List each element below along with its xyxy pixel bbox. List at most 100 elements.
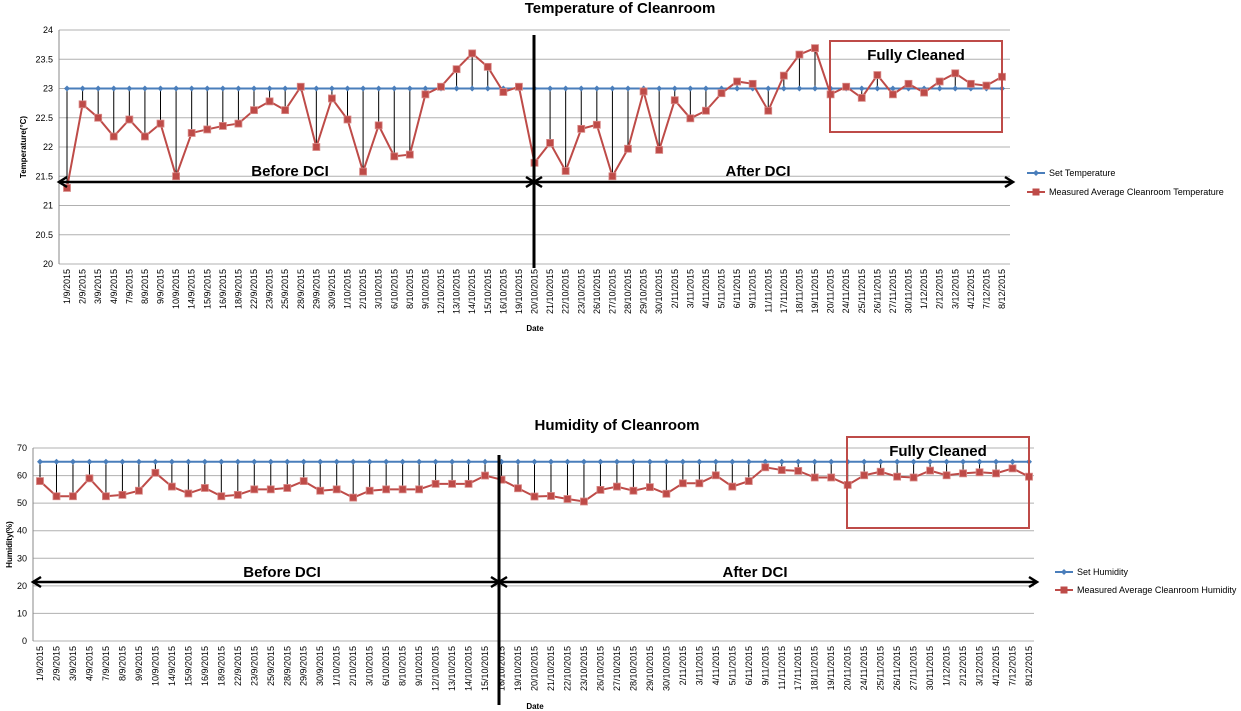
temperature-measured-point [515,82,523,91]
temperature-measured-point [655,146,664,154]
temperature-measured-point [686,114,695,123]
temperature-measured-point [109,132,118,141]
temperature-measured-point [624,144,632,153]
temperature-x-tick-label: 3/11/2015 [685,269,695,308]
humidity-x-tick-label: 5/11/2015 [727,646,737,685]
humidity-x-tick-label: 12/10/2015 [431,646,441,691]
humidity-set-point [119,458,126,465]
temperature-measured-point [982,81,991,90]
humidity-set-point [251,458,258,465]
humidity-measured-point [332,485,341,494]
temperature-measured-point [156,119,165,128]
humidity-chart-title: Humidity of Cleanroom [534,417,699,434]
temperature-x-tick-label: 2/12/2015 [935,269,945,309]
humidity-set-point [366,458,373,465]
temperature-x-tick-label: 22/10/2015 [561,269,571,314]
humidity-x-tick-label: 3/10/2015 [365,646,375,686]
temperature-measured-point [966,79,975,88]
humidity-set-point [317,458,324,465]
temperature-before-dci-label: Before DCI [251,163,329,180]
humidity-x-tick-label: 2/10/2015 [348,646,358,686]
humidity-measured-point [250,485,259,494]
temperature-set-point [547,85,554,92]
temperature-measured-point [920,88,928,97]
temperature-x-tick-label: 23/10/2015 [576,269,586,314]
temperature-set-point [578,85,585,92]
humidity-set-point [185,458,192,465]
temperature-measured-point [499,88,508,96]
humidity-set-point [696,458,703,465]
temperature-y-tick-label: 20 [43,259,53,269]
temperature-set-point [282,85,289,92]
humidity-measured-point [118,490,127,499]
humidity-set-point [630,458,637,465]
temperature-y-tick-label: 22 [43,142,53,152]
temperature-x-tick-label: 17/11/2015 [779,269,789,313]
humidity-x-tick-label: 19/11/2015 [826,646,836,690]
humidity-x-tick-label: 21/10/2015 [546,646,556,691]
temperature-set-point [219,85,226,92]
humidity-x-tick-label: 2/12/2015 [958,646,968,686]
humidity-measured-point [959,469,967,478]
temperature-set-point [188,85,195,92]
temperature-measured-point [421,90,430,99]
humidity-x-tick-label: 22/10/2015 [562,646,572,691]
temperature-y-tick-label: 22.5 [35,113,53,123]
humidity-x-tick-label: 28/9/2015 [282,646,292,686]
temperature-measured-point [764,106,773,115]
humidity-x-tick-label: 16/9/2015 [200,646,210,686]
temperature-x-tick-label: 26/11/2015 [872,269,882,313]
humidity-measured-point [69,492,77,501]
temperature-x-tick-label: 16/9/2015 [218,269,228,309]
temperature-x-tick-label: 18/9/2015 [233,269,243,309]
temperature-x-tick-label: 26/10/2015 [592,269,602,314]
temperature-measured-point [779,71,788,80]
humidity-set-point [597,458,604,465]
temperature-x-tick-label: 22/9/2015 [249,269,259,309]
humidity-x-tick-label: 27/11/2015 [909,646,919,690]
temperature-x-tick-label: 18/11/2015 [794,269,804,313]
humidity-set-point [795,458,802,465]
temperature-measured-point [904,79,913,88]
temperature-set-point [469,85,476,92]
temperature-measured-point [889,90,897,99]
temperature-measured-point [203,125,212,134]
humidity-measured-point [415,485,424,494]
temperature-set-point [375,85,382,92]
humidity-set-point [135,458,142,465]
temperature-set-point [796,85,803,92]
humidity-arrowhead [496,575,508,589]
humidity-x-tick-label: 2/11/2015 [678,646,688,685]
temperature-arrowhead [1004,175,1016,189]
humidity-x-tick-label: 11/11/2015 [777,646,787,690]
humidity-measured-point [893,472,902,481]
temperature-x-tick-label: 1/12/2015 [919,269,929,309]
temperature-x-tick-label: 1/9/2015 [62,269,72,304]
temperature-x-tick-label: 7/9/2015 [124,269,134,304]
temperature-x-tick-label: 19/10/2015 [514,269,524,314]
temperature-arrowhead [56,175,68,189]
humidity-y-tick-label: 70 [17,443,27,453]
humidity-set-point [482,458,489,465]
temperature-set-point [656,85,663,92]
humidity-x-tick-label: 19/10/2015 [513,646,523,691]
temperature-fully-cleaned-label: Fully Cleaned [867,47,965,64]
humidity-measured-point [777,466,786,474]
humidity-set-point [993,458,1000,465]
humidity-measured-point [744,477,753,485]
temperature-measured-point [795,50,804,59]
humidity-measured-point [316,486,325,495]
humidity-x-tick-label: 3/9/2015 [68,646,78,681]
temperature-set-point [110,85,117,92]
temperature-x-tick-label: 4/12/2015 [966,269,976,309]
temperature-set-point [765,85,772,92]
humidity-measured-point [827,473,836,482]
humidity-measured-point [596,486,605,494]
humidity-measured-point [1008,464,1017,473]
humidity-measured-point [728,482,737,491]
humidity-y-tick-label: 50 [17,498,27,508]
temperature-x-tick-label: 19/11/2015 [810,269,820,313]
temperature-set-point [625,85,631,92]
temperature-x-tick-label: 15/10/2015 [483,269,493,314]
